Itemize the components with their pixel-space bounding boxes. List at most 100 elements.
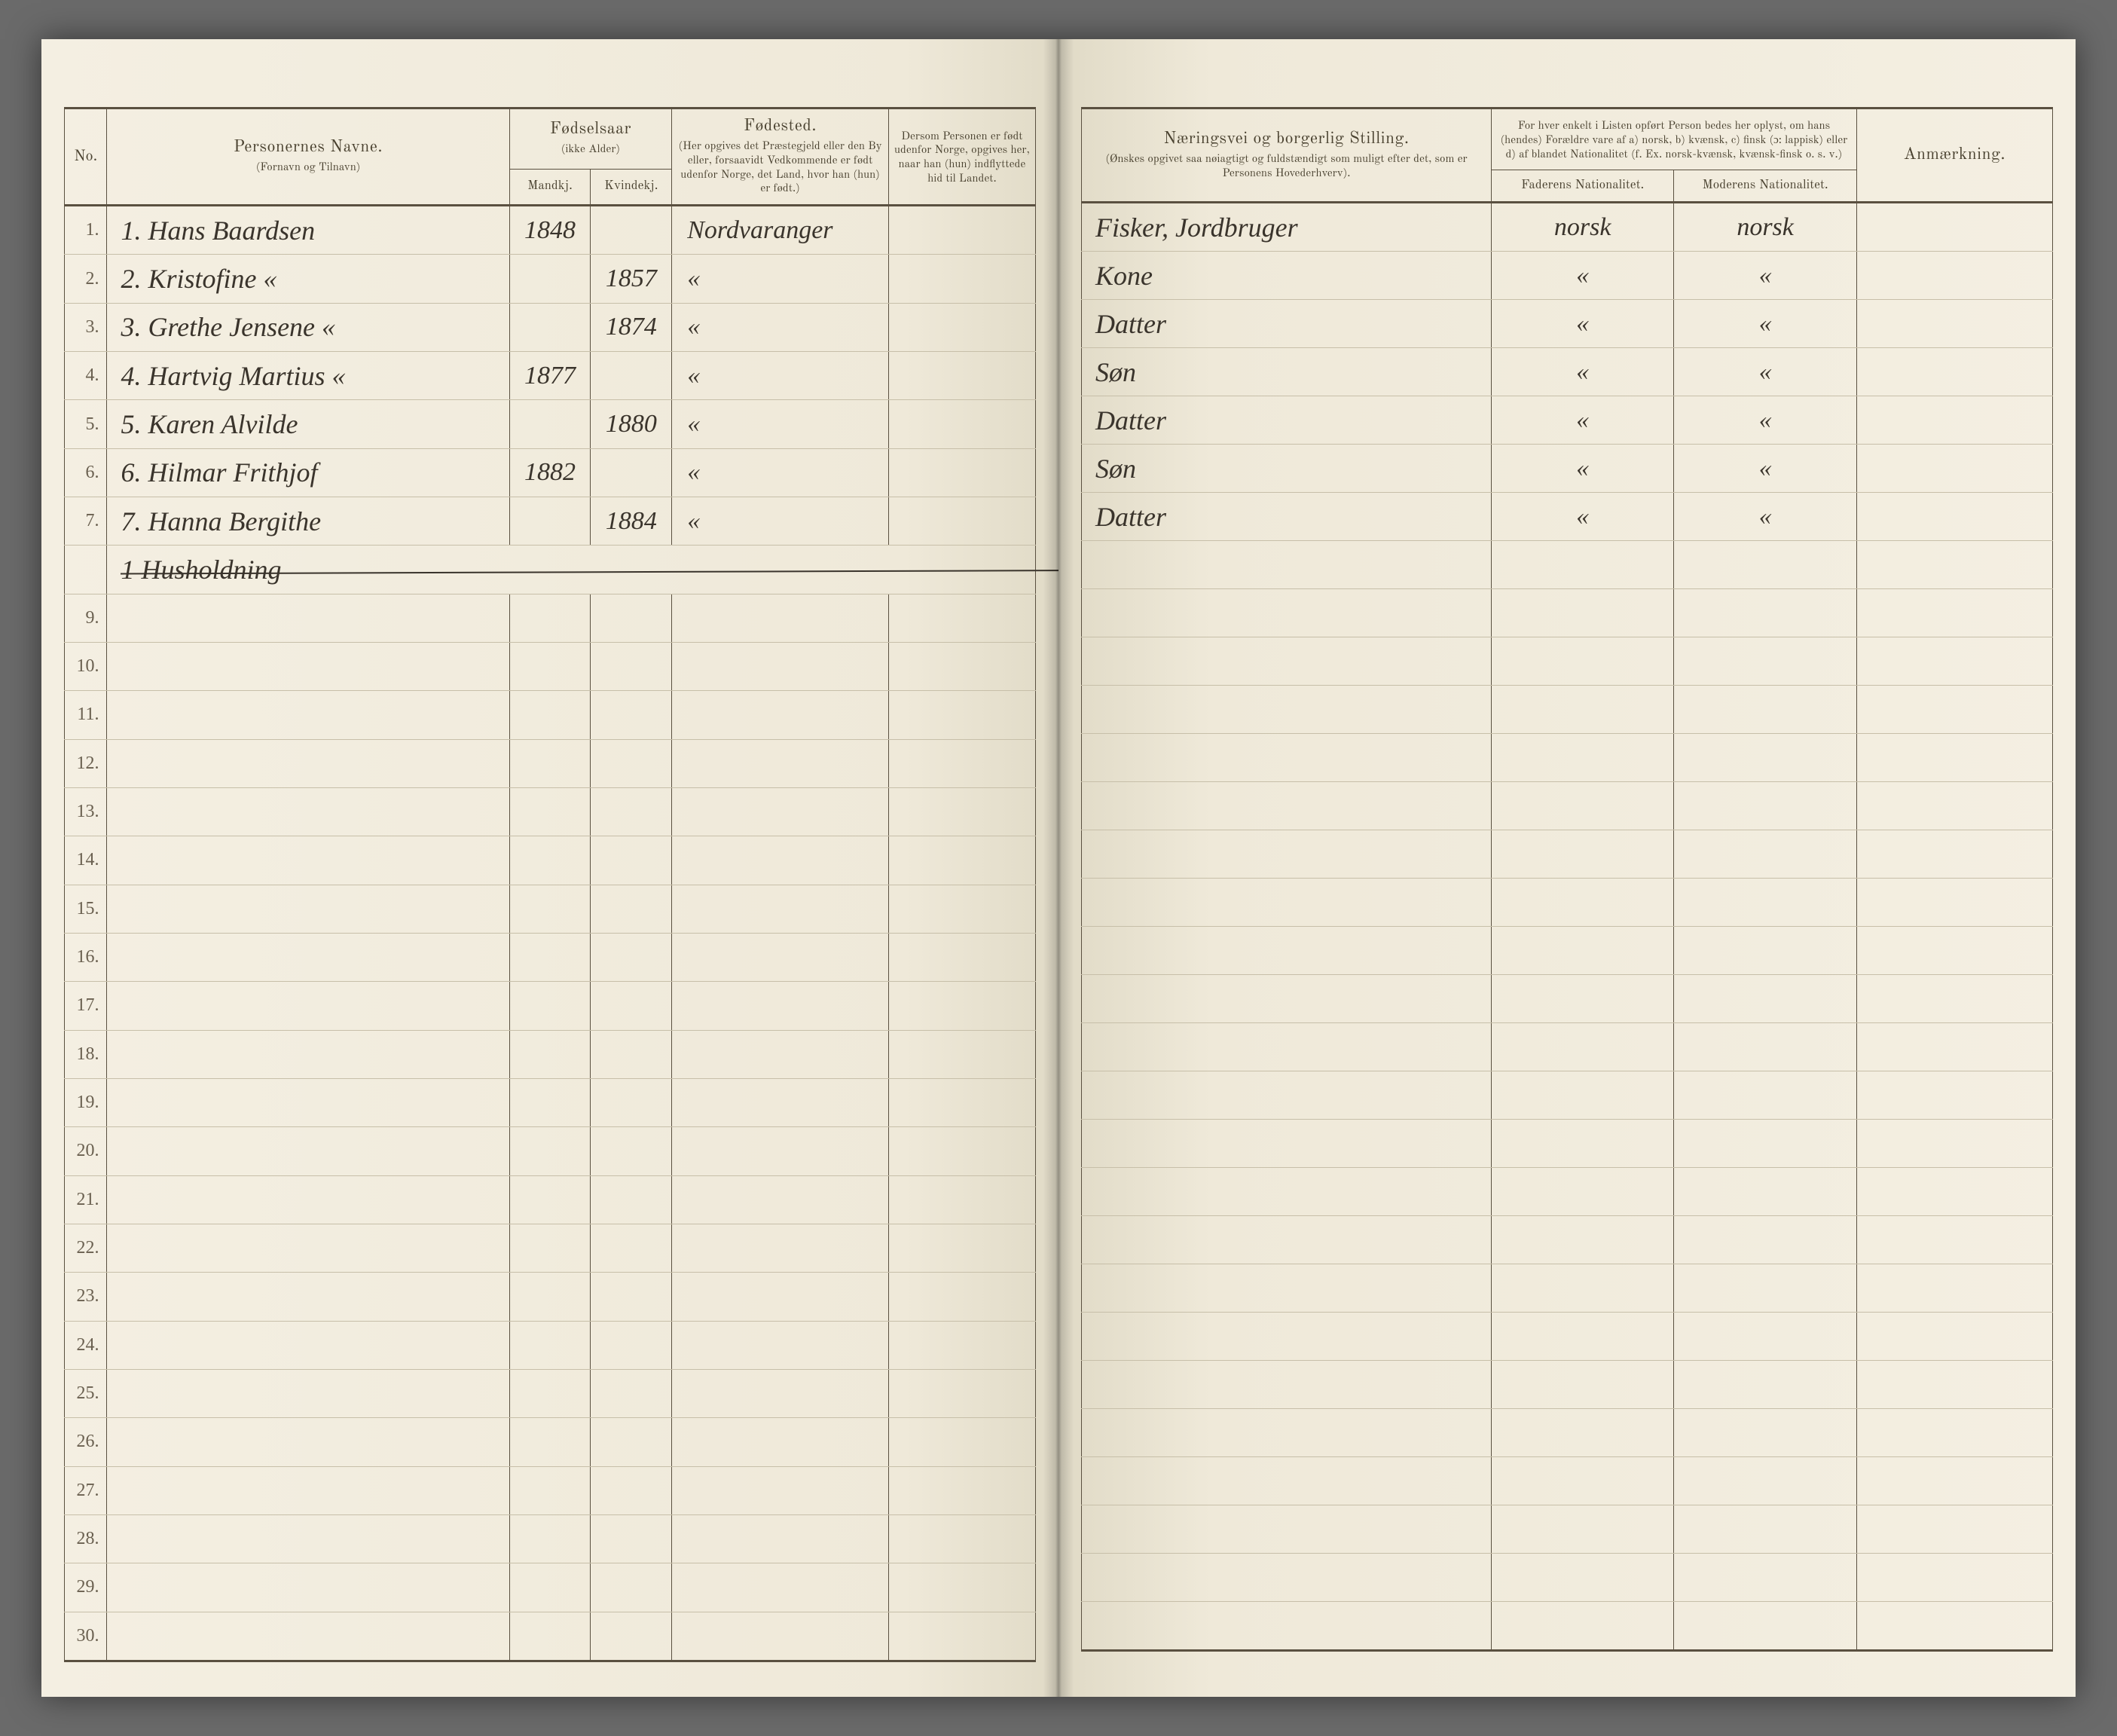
row-number: 6.	[65, 448, 107, 497]
cell-occupation: Kone	[1082, 252, 1492, 300]
cell-remark	[1856, 1167, 2052, 1215]
cell-occupation: Datter	[1082, 493, 1492, 541]
cell-birthplace	[672, 1175, 889, 1224]
cell-foreign	[888, 1127, 1035, 1175]
cell-occupation	[1082, 1553, 1492, 1601]
right-header: Næringsvei og borgerlig Stilling. (Ønske…	[1082, 108, 2053, 203]
header-birthyear-sub: (ikke Alder)	[515, 143, 667, 157]
cell-mother-nat	[1674, 1312, 1856, 1360]
header-nationality: For hver enkelt i Listen opført Person b…	[1491, 108, 1856, 170]
cell-year-male	[509, 1175, 591, 1224]
cell-name	[107, 836, 509, 885]
cell-name	[107, 1418, 509, 1466]
table-row: Fisker, Jordbrugernorsknorsk	[1082, 203, 2053, 252]
cell-mother-nat	[1674, 541, 1856, 589]
cell-birthplace	[672, 1514, 889, 1563]
cell-foreign	[888, 303, 1035, 351]
cell-occupation	[1082, 1167, 1492, 1215]
cell-mother-nat	[1674, 1553, 1856, 1601]
row-number	[65, 546, 107, 594]
cell-name: 5. Karen Alvilde	[107, 400, 509, 448]
cell-mother-nat	[1674, 1023, 1856, 1071]
row-number: 7.	[65, 497, 107, 546]
table-row	[1082, 1119, 2053, 1167]
table-row: 29.	[65, 1563, 1036, 1612]
cell-father-nat: norsk	[1491, 203, 1673, 252]
cell-year-female	[591, 1321, 672, 1369]
cell-remark	[1856, 203, 2052, 252]
cell-birthplace	[672, 1612, 889, 1661]
cell-foreign	[888, 1273, 1035, 1321]
cell-year-male	[509, 594, 591, 642]
cell-father-nat	[1491, 1456, 1673, 1505]
table-row: 19.	[65, 1078, 1036, 1126]
cell-remark	[1856, 541, 2052, 589]
cell-remark	[1856, 1215, 2052, 1264]
cell-year-female	[591, 1514, 672, 1563]
cell-name	[107, 1563, 509, 1612]
cell-occupation	[1082, 1312, 1492, 1360]
table-row	[1082, 1071, 2053, 1119]
cell-foreign	[888, 1563, 1035, 1612]
cell-foreign	[888, 497, 1035, 546]
cell-mother-nat	[1674, 1167, 1856, 1215]
cell-foreign	[888, 1466, 1035, 1514]
cell-occupation: Fisker, Jordbruger	[1082, 203, 1492, 252]
table-row: 26.	[65, 1418, 1036, 1466]
cell-mother-nat	[1674, 927, 1856, 975]
cell-father-nat: «	[1491, 348, 1673, 396]
cell-year-female	[591, 1224, 672, 1272]
row-number: 14.	[65, 836, 107, 885]
left-page: No. Personernes Navne. (Fornavn og Tilna…	[41, 39, 1058, 1697]
cell-year-female	[591, 1418, 672, 1466]
table-row	[1082, 927, 2053, 975]
cell-occupation	[1082, 1456, 1492, 1505]
table-row	[1082, 1167, 2053, 1215]
cell-foreign	[888, 400, 1035, 448]
cell-remark	[1856, 252, 2052, 300]
header-no: No.	[65, 108, 107, 206]
cell-year-male	[509, 982, 591, 1030]
cell-year-male	[509, 885, 591, 933]
cell-year-female: 1884	[591, 497, 672, 546]
cell-remark	[1856, 879, 2052, 927]
cell-name: 4. Hartvig Martius «	[107, 352, 509, 400]
table-row: 6.6. Hilmar Frithjof1882«	[65, 448, 1036, 497]
cell-mother-nat	[1674, 975, 1856, 1023]
table-row: 12.	[65, 739, 1036, 787]
row-number: 5.	[65, 400, 107, 448]
table-row: 1.1. Hans Baardsen1848Nordvaranger	[65, 206, 1036, 255]
left-body: 1.1. Hans Baardsen1848Nordvaranger2.2. K…	[65, 206, 1036, 1661]
cell-remark	[1856, 1312, 2052, 1360]
cell-remark	[1856, 830, 2052, 879]
cell-birthplace	[672, 1321, 889, 1369]
cell-year-male	[509, 1321, 591, 1369]
header-father-nat: Faderens Nationalitet.	[1491, 170, 1673, 203]
cell-birthplace	[672, 1466, 889, 1514]
cell-name: 2. Kristofine «	[107, 255, 509, 303]
cell-name	[107, 691, 509, 739]
table-row: 16.	[65, 933, 1036, 981]
cell-name	[107, 642, 509, 690]
cell-foreign	[888, 836, 1035, 885]
header-foreign-text: Dersom Personen er født udenfor Norge, o…	[894, 130, 1031, 187]
cell-mother-nat	[1674, 1456, 1856, 1505]
cell-year-male	[509, 497, 591, 546]
cell-foreign	[888, 1224, 1035, 1272]
cell-foreign	[888, 739, 1035, 787]
cell-occupation	[1082, 782, 1492, 830]
cell-mother-nat	[1674, 1505, 1856, 1553]
cell-name	[107, 1466, 509, 1514]
cell-foreign	[888, 1078, 1035, 1126]
cell-year-male	[509, 739, 591, 787]
cell-occupation	[1082, 686, 1492, 734]
cell-remark	[1856, 300, 2052, 348]
cell-year-female	[591, 787, 672, 836]
cell-year-male	[509, 1127, 591, 1175]
cell-birthplace	[672, 1563, 889, 1612]
header-female: Kvindekj.	[591, 169, 672, 205]
cell-name	[107, 1514, 509, 1563]
header-name: Personernes Navne. (Fornavn og Tilnavn)	[107, 108, 509, 206]
cell-foreign	[888, 982, 1035, 1030]
left-table: No. Personernes Navne. (Fornavn og Tilna…	[64, 107, 1036, 1662]
